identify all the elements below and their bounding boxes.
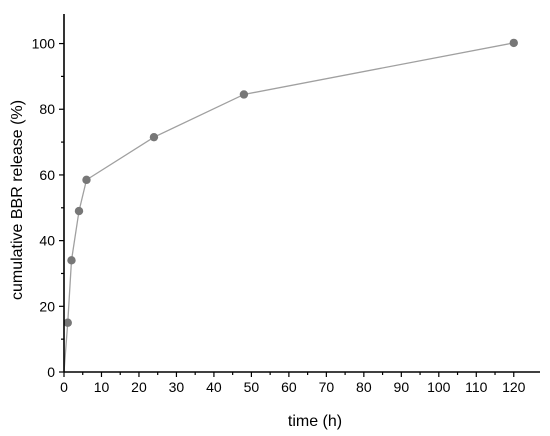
x-tick-label: 80 (356, 379, 372, 395)
series-line (63, 42, 514, 373)
y-tick-label: 100 (32, 36, 56, 52)
x-tick-label: 20 (131, 379, 147, 395)
data-point (149, 132, 159, 142)
y-tick-label: 60 (39, 167, 55, 183)
data-point (67, 256, 76, 265)
x-axis-title: time (h) (288, 413, 342, 430)
x-tick-label: 0 (60, 379, 68, 395)
x-tick-label: 30 (169, 379, 185, 395)
ticks-layer: 0 10 20 30 40 50 60 70 80 90 100 110 120 0 20 40 60 80 100 (32, 36, 526, 395)
y-axis-title: cumulative BBR release (%) (9, 100, 26, 300)
x-tick-label: 50 (244, 379, 260, 395)
y-tick-label: 40 (39, 233, 55, 249)
x-tick-label: 10 (94, 379, 110, 395)
x-tick-label: 110 (465, 379, 488, 395)
y-tick-label: 0 (47, 364, 55, 380)
data-point (74, 206, 84, 216)
series-layer (63, 38, 518, 373)
x-tick-label: 60 (281, 379, 297, 395)
y-tick-label: 20 (39, 298, 55, 314)
y-tick-label: 80 (39, 101, 55, 117)
data-point (509, 38, 518, 48)
data-point (239, 90, 249, 99)
data-point (82, 175, 91, 185)
x-tick-label: 120 (502, 379, 526, 395)
x-tick-label: 90 (394, 379, 410, 395)
x-tick-label: 70 (319, 379, 335, 395)
data-point (63, 318, 72, 327)
x-tick-label: 100 (427, 379, 451, 395)
x-tick-label: 40 (206, 379, 222, 395)
